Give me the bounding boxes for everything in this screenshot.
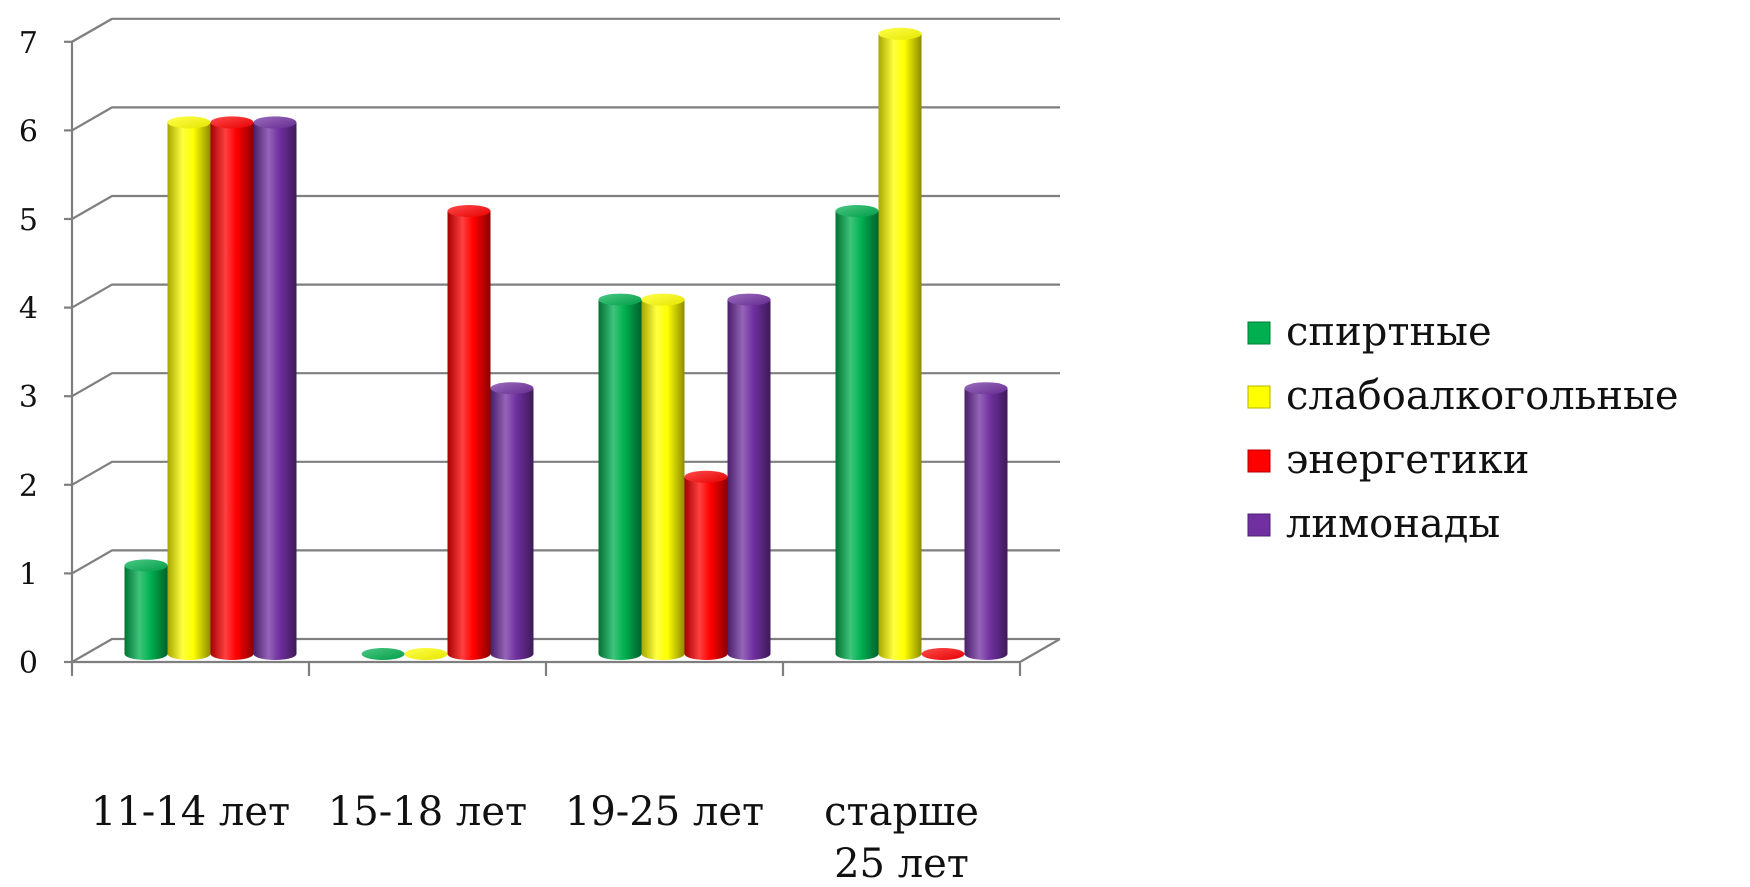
side-wall: [70, 17, 113, 662]
y-tick-label: 5: [19, 203, 38, 238]
gridline: [71, 194, 1060, 220]
bar-2-3: [727, 293, 771, 660]
bar-1-0: [361, 648, 405, 660]
x-axis-labels: 11-14 лет 15-18 лет 19-25 лет старше 25 лет: [91, 789, 979, 887]
x-category-label: 19-25 лет: [565, 789, 764, 835]
legend-swatch: [1247, 513, 1271, 537]
legend-item: слабоалкогольные: [1247, 373, 1679, 419]
legend-label: спиртные: [1286, 309, 1492, 355]
legend-label: слабоалкогольные: [1286, 373, 1679, 419]
x-category-label: 11-14 лет: [91, 789, 290, 835]
y-tick-label: 0: [19, 646, 38, 681]
legend-swatch: [1247, 321, 1271, 345]
gridline: [71, 106, 1060, 132]
y-axis-ticks: 0 1 2 3 4 5 6 7: [19, 26, 72, 681]
gridline: [71, 283, 1060, 309]
y-tick-label: 4: [19, 292, 38, 327]
chart-walls: [70, 17, 113, 662]
gridlines: [71, 17, 1060, 663]
bars: [124, 27, 1008, 661]
bar-2-0: [598, 293, 642, 660]
x-category-label: старше: [824, 789, 979, 835]
y-tick-label: 1: [19, 557, 38, 592]
bar-3-3: [964, 382, 1008, 660]
bar-0-1: [167, 116, 211, 660]
legend-label: энергетики: [1286, 437, 1529, 483]
bar-2-2: [684, 470, 728, 660]
bar-1-1: [404, 648, 448, 660]
y-tick-label: 7: [19, 26, 38, 61]
legend-swatch: [1247, 385, 1271, 409]
bar-1-2: [447, 205, 491, 660]
bar-3-2: [921, 648, 965, 660]
y-tick-label: 2: [19, 469, 38, 504]
legend: спиртные слабоалкогольные энергетики лимона…: [1247, 309, 1679, 547]
bar-1-3: [490, 382, 534, 660]
bar-2-1: [641, 293, 685, 660]
bar-0-3: [253, 116, 297, 660]
legend-swatch: [1247, 449, 1271, 473]
gridline: [71, 17, 1060, 43]
bar-3-1: [878, 27, 922, 661]
bar-0-2: [210, 116, 254, 660]
legend-item: лимонады: [1247, 501, 1500, 547]
y-tick-label: 6: [19, 114, 38, 149]
bar-3-0: [835, 205, 879, 660]
chart-floor: [70, 638, 1061, 676]
bar-0-0: [124, 559, 168, 660]
legend-label: лимонады: [1286, 501, 1500, 547]
x-category-label: 25 лет: [834, 841, 969, 887]
y-tick-label: 3: [19, 380, 38, 415]
legend-item: спиртные: [1247, 309, 1492, 355]
x-category-label: 15-18 лет: [328, 789, 527, 835]
legend-item: энергетики: [1247, 437, 1529, 483]
